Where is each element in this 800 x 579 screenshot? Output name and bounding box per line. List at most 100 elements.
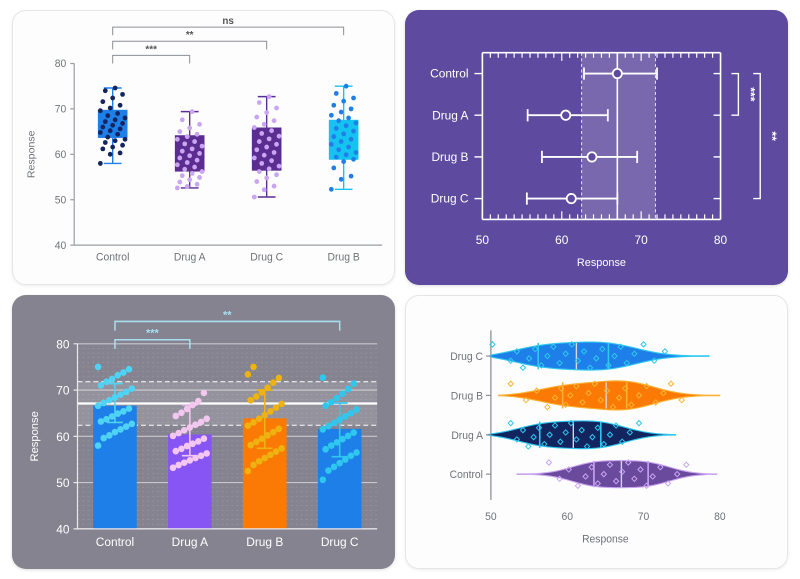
data-point — [117, 425, 124, 433]
data-point — [244, 421, 252, 429]
data-point — [635, 391, 643, 399]
data-point — [343, 152, 349, 158]
data-point — [107, 105, 113, 111]
data-point — [177, 179, 183, 185]
data-point — [187, 125, 193, 131]
data-point — [678, 396, 685, 403]
data-point — [103, 377, 110, 385]
y-tick-label: 80 — [56, 337, 70, 351]
data-point — [254, 179, 260, 184]
data-point — [567, 391, 574, 399]
data-point — [650, 356, 658, 364]
x-tick-label: Drug A — [174, 252, 206, 263]
panel-forest: 50 60 70 80 Response Control Drug A Drug B Drug … — [405, 10, 788, 285]
data-point — [580, 347, 588, 355]
data-point — [339, 435, 346, 442]
data-point — [255, 414, 263, 422]
data-point — [336, 118, 342, 124]
data-point — [264, 110, 270, 115]
data-point — [606, 460, 614, 468]
y-tick-label: Drug A — [451, 430, 483, 441]
data-point — [186, 456, 194, 464]
data-point — [115, 131, 120, 137]
data-point — [254, 114, 260, 120]
data-point — [251, 194, 257, 200]
data-point — [556, 359, 563, 366]
y-tick-label: 50 — [55, 195, 67, 206]
significance-label: ** — [186, 30, 194, 41]
x-tick-label: 60 — [561, 511, 573, 522]
data-point — [643, 481, 650, 489]
data-point — [583, 442, 591, 450]
y-axis-label: Response — [27, 130, 38, 178]
data-point — [251, 155, 257, 161]
data-point — [100, 99, 106, 105]
x-tick-label: Control — [96, 252, 129, 263]
data-point — [117, 102, 123, 108]
data-point — [667, 379, 675, 387]
data-point — [187, 177, 193, 183]
data-point — [328, 186, 334, 192]
data-point — [341, 131, 347, 137]
data-point — [331, 102, 337, 108]
data-point — [94, 441, 102, 449]
data-point — [264, 383, 271, 391]
data-point — [120, 407, 127, 415]
data-point — [562, 400, 569, 408]
significance-label: *** — [743, 87, 757, 102]
significance-bracket — [753, 72, 761, 200]
data-point — [100, 124, 106, 130]
data-point — [331, 134, 337, 140]
data-point — [507, 419, 514, 426]
data-point — [175, 461, 182, 468]
violin-shape — [487, 419, 677, 449]
data-point — [606, 430, 614, 438]
data-point — [250, 418, 257, 426]
data-point — [192, 454, 199, 461]
data-point — [545, 458, 553, 466]
data-point — [103, 415, 110, 423]
data-point — [643, 382, 650, 389]
data-point — [264, 431, 271, 439]
significance-bracket — [114, 338, 191, 349]
data-point — [348, 136, 354, 142]
data-point — [105, 134, 111, 140]
data-point — [342, 412, 349, 420]
data-point — [573, 382, 580, 389]
data-point — [250, 461, 257, 468]
data-point — [353, 448, 360, 456]
data-point — [615, 393, 623, 401]
data-point — [108, 375, 116, 382]
data-point — [272, 447, 280, 455]
data-point — [631, 349, 638, 357]
data-point — [327, 441, 335, 449]
data-point — [251, 125, 257, 130]
data-point — [184, 160, 190, 165]
data-point — [591, 379, 598, 387]
data-point — [269, 428, 277, 436]
data-point — [122, 388, 130, 395]
significance-label: *** — [146, 327, 159, 339]
data-point — [120, 368, 127, 376]
data-point — [592, 354, 600, 362]
data-point — [175, 429, 182, 436]
x-tick-label: 50 — [485, 511, 497, 522]
data-point — [640, 340, 647, 348]
data-point — [97, 108, 103, 114]
data-point — [275, 425, 283, 432]
y-tick-label: Control — [450, 470, 483, 481]
data-point — [525, 442, 532, 450]
reference-band — [581, 52, 656, 220]
data-point — [261, 411, 269, 418]
data-point — [189, 170, 195, 176]
data-point — [180, 458, 188, 466]
bar-svg: 40 50 60 70 80 Control Drug A Drug B Drug C Respo… — [29, 309, 378, 549]
data-point — [107, 151, 113, 157]
data-point — [200, 388, 208, 396]
data-point — [339, 389, 346, 397]
x-tick-label: Drug A — [172, 534, 209, 548]
data-point — [125, 365, 133, 373]
x-tick-label: 60 — [555, 233, 569, 247]
data-point — [179, 117, 185, 123]
y-tick-label: Drug B — [431, 150, 468, 164]
